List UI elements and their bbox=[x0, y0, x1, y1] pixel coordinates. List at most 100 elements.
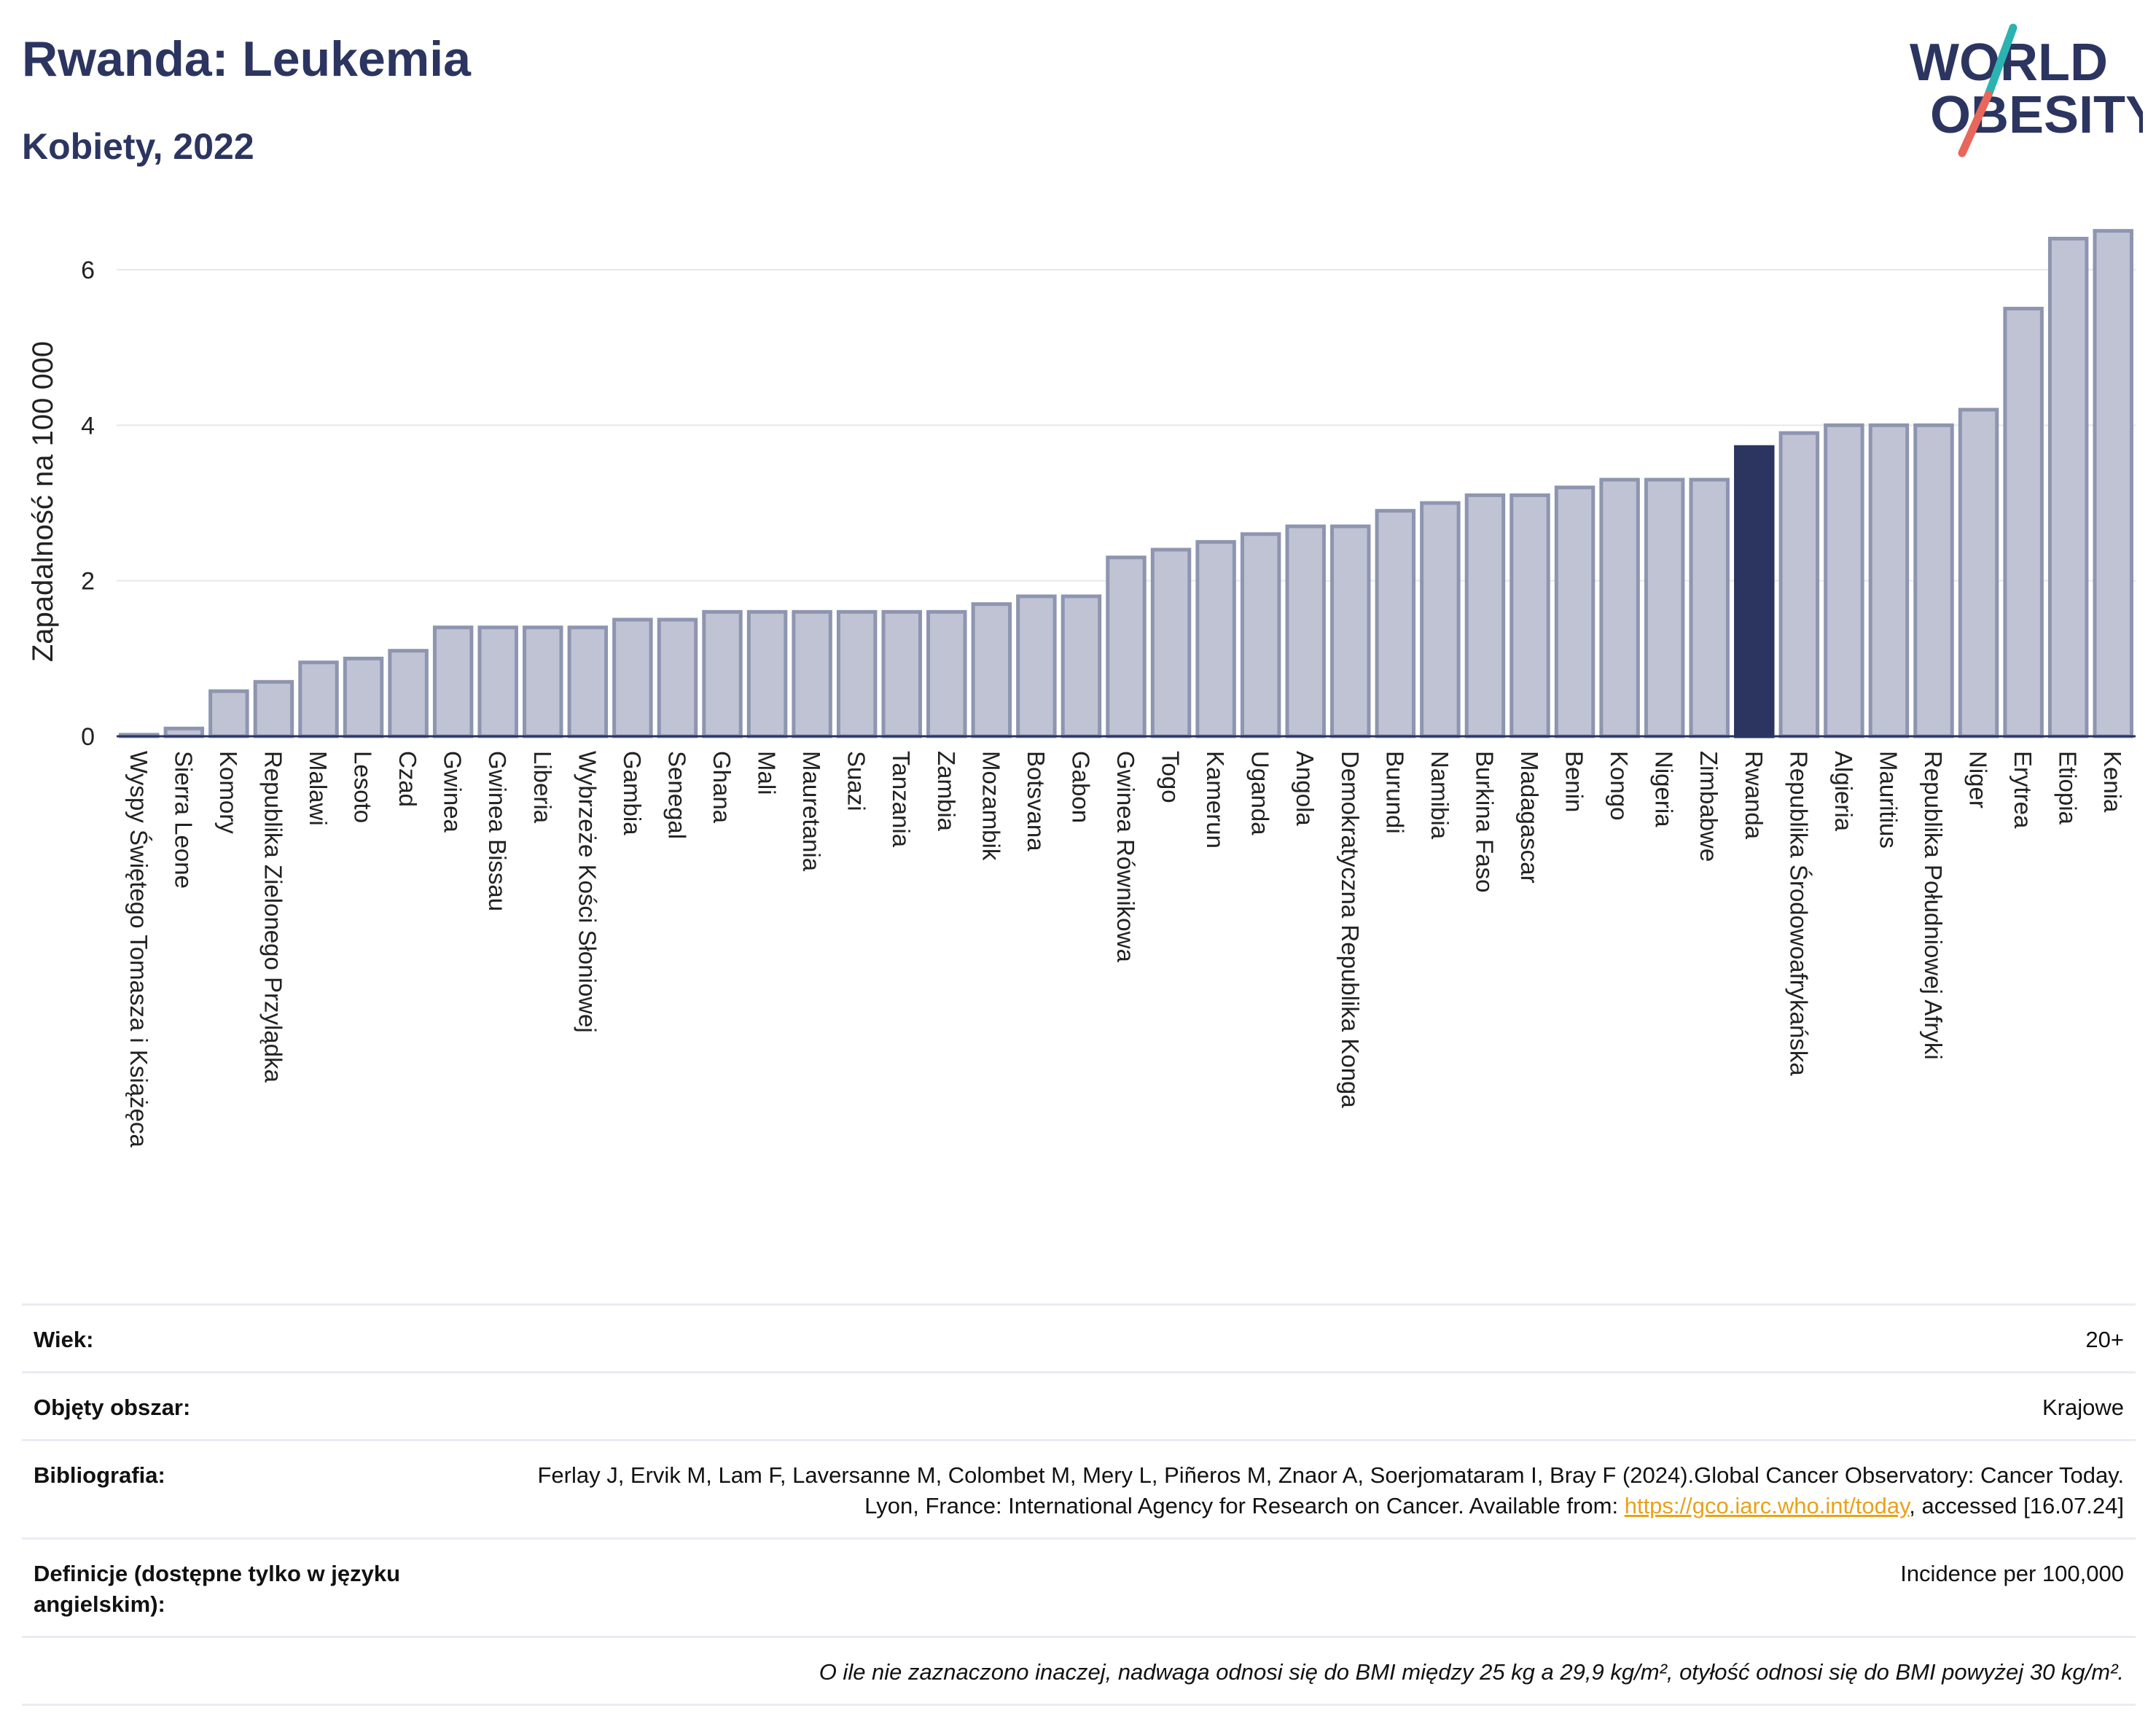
x-tick-label: Komory bbox=[215, 751, 242, 834]
bar bbox=[836, 609, 878, 738]
x-tick-label: Algieria bbox=[1830, 751, 1857, 832]
y-tick-label: 0 bbox=[81, 723, 95, 751]
x-tick-label: Kongo bbox=[1606, 751, 1633, 820]
x-tick-label: Senegal bbox=[663, 751, 690, 839]
x-tick-label: Niger bbox=[1965, 751, 1992, 808]
x-tick-label: Kamerun bbox=[1202, 751, 1229, 849]
x-tick-label: Suazi bbox=[843, 751, 870, 811]
x-tick-label: Botsvana bbox=[1023, 751, 1050, 851]
bar bbox=[1689, 477, 1730, 738]
bar bbox=[971, 602, 1012, 738]
bar bbox=[1958, 408, 1999, 738]
page-subtitle: Kobiety, 2022 bbox=[22, 126, 254, 167]
definitions-label: Definicje (dostępne tylko w języku angie… bbox=[34, 1561, 401, 1617]
bar bbox=[881, 609, 922, 738]
bibliography-value: Ferlay J, Ervik M, Lam F, Laversanne M, … bbox=[485, 1460, 2124, 1521]
bar bbox=[1420, 501, 1461, 738]
bar bbox=[1644, 477, 1685, 738]
coverage-label: Objęty obszar: bbox=[34, 1395, 191, 1420]
age-label: Wiek: bbox=[34, 1327, 94, 1352]
logo-slash-teal bbox=[1984, 23, 2018, 99]
x-tick-label: Republika Środowoafrykańska bbox=[1785, 751, 1813, 1076]
x-tick-label: Rwanda bbox=[1741, 751, 1768, 840]
x-tick-label: Gambia bbox=[619, 751, 646, 835]
bar bbox=[567, 625, 609, 738]
x-tick-label: Gabon bbox=[1067, 751, 1094, 823]
x-tick-label: Gwinea Bissau bbox=[484, 751, 511, 911]
bar bbox=[746, 609, 788, 738]
bar bbox=[2093, 229, 2133, 738]
bar-chart: 0 2 4 6 Zapadalność na 100 000 Wyspy Świętego… bbox=[27, 229, 2136, 1147]
x-tick-label: Nigeria bbox=[1651, 751, 1678, 827]
bar bbox=[1464, 493, 1506, 738]
x-tick-label: Mali bbox=[754, 751, 781, 795]
x-tick-label: Zambia bbox=[933, 751, 960, 832]
meta-row-note: O ile nie zaznaczono inaczej, nadwaga od… bbox=[22, 1636, 2136, 1706]
bar bbox=[657, 617, 698, 738]
bar bbox=[343, 656, 384, 738]
meta-row-definitions: Definicje (dostępne tylko w języku angie… bbox=[22, 1537, 2136, 1636]
bar bbox=[1868, 423, 1910, 738]
x-tick-label: Mozambik bbox=[977, 751, 1004, 861]
x-tick-label: Czad bbox=[394, 751, 421, 807]
bar bbox=[1016, 594, 1057, 738]
bar bbox=[1913, 423, 1954, 738]
x-tick-label: Wyspy Świętego Tomasza i Książęca bbox=[125, 751, 153, 1147]
bar bbox=[253, 679, 294, 738]
world-obesity-logo: WORLD OBESITY bbox=[1910, 23, 2143, 157]
y-axis-label: Zapadalność na 100 000 bbox=[27, 341, 59, 662]
x-tick-label: Ghana bbox=[708, 751, 735, 824]
x-tick-label: Etiopia bbox=[2055, 751, 2082, 825]
bar bbox=[1599, 477, 1640, 738]
x-tick-label: Benin bbox=[1561, 751, 1588, 812]
bar bbox=[208, 689, 249, 738]
x-tick-label: Zimbabwe bbox=[1695, 751, 1722, 862]
bar bbox=[1106, 555, 1147, 738]
bibliography-link[interactable]: https://gco.iarc.who.int/today bbox=[1624, 1493, 1910, 1518]
bibliography-label: Bibliografia: bbox=[34, 1462, 165, 1488]
x-tick-label: Tanzania bbox=[888, 751, 915, 848]
bar bbox=[477, 625, 518, 738]
x-tick-label: Togo bbox=[1157, 751, 1184, 803]
bar bbox=[702, 609, 743, 738]
bar bbox=[1554, 486, 1595, 738]
x-tick-label: Gwinea Równikowa bbox=[1112, 751, 1139, 962]
x-tick-label: Wybrzeże Kości Słoniowej bbox=[574, 751, 601, 1033]
bmi-note: O ile nie zaznaczono inaczej, nadwaga od… bbox=[819, 1659, 2124, 1685]
bar bbox=[1778, 431, 1820, 738]
x-tick-label: Gwinea bbox=[440, 751, 466, 833]
x-tick-label: Namibia bbox=[1426, 751, 1453, 840]
definitions-value: Incidence per 100,000 bbox=[1900, 1561, 2124, 1586]
x-tick-label: Madagascar bbox=[1516, 751, 1543, 884]
page-title: Rwanda: Leukemia bbox=[22, 31, 471, 87]
y-tick-label: 4 bbox=[81, 412, 95, 440]
bar bbox=[163, 726, 205, 738]
bar bbox=[388, 649, 429, 738]
metadata-table: Wiek: 20+ Objęty obszar: Krajowe Bibliog… bbox=[22, 1303, 2136, 1706]
x-tick-label: Erytrea bbox=[2009, 751, 2036, 829]
x-tick-label: Republika Południowej Afryki bbox=[1920, 751, 1947, 1060]
bar bbox=[1375, 509, 1416, 738]
bar bbox=[2003, 306, 2044, 738]
meta-row-age: Wiek: 20+ bbox=[22, 1303, 2136, 1371]
bar bbox=[612, 617, 653, 738]
logo-slash-coral bbox=[1958, 90, 1993, 157]
x-tick-label: Burundi bbox=[1381, 751, 1408, 834]
bar bbox=[1285, 524, 1326, 738]
x-tick-label: Liberia bbox=[529, 751, 556, 824]
bar bbox=[1330, 524, 1371, 738]
y-tick-label: 2 bbox=[81, 568, 95, 596]
meta-row-bibliography: Bibliografia: Ferlay J, Ervik M, Lam F, … bbox=[22, 1439, 2136, 1537]
bar bbox=[432, 625, 474, 738]
bar bbox=[792, 609, 832, 738]
x-tick-label: Malawi bbox=[305, 751, 332, 826]
x-tick-label: Mauretania bbox=[798, 751, 825, 872]
meta-row-coverage: Objęty obszar: Krajowe bbox=[22, 1371, 2136, 1439]
bar bbox=[1150, 547, 1192, 738]
x-tick-label: Burkina Faso bbox=[1471, 751, 1498, 892]
bar bbox=[1824, 423, 1864, 738]
logo-text-obesity: OBESITY bbox=[1930, 86, 2143, 144]
bar bbox=[1509, 493, 1550, 738]
x-tick-label: Republika Zielonego Przylądka bbox=[259, 751, 286, 1083]
bibliography-accessed: , accessed [16.07.24] bbox=[1909, 1493, 2124, 1518]
